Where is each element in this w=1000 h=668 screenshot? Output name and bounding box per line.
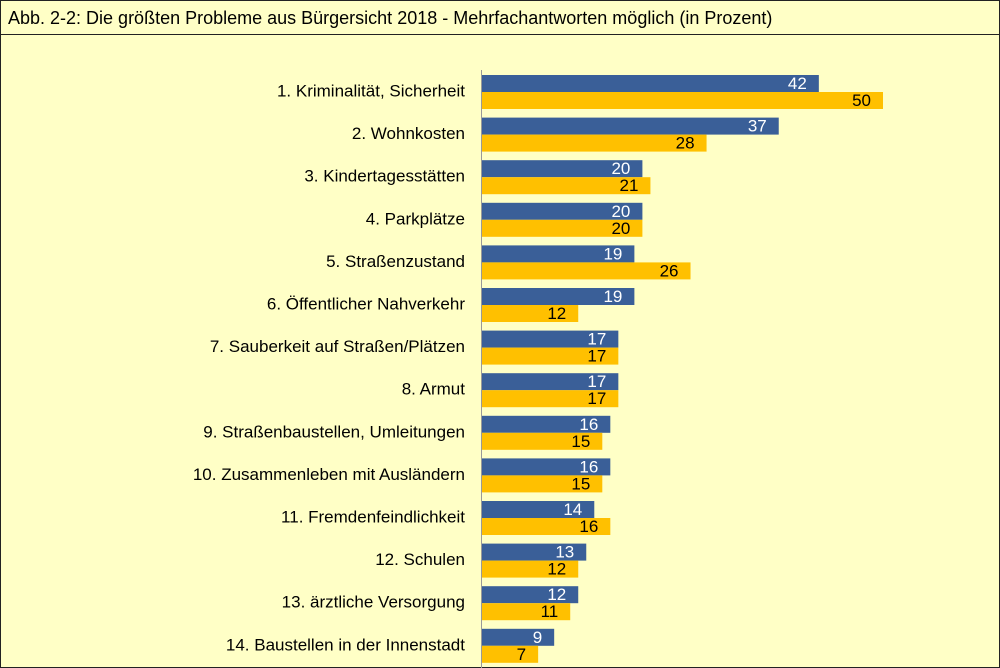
category-label: 6. Öffentlicher Nahverkehr <box>267 294 465 313</box>
bar <box>482 415 611 433</box>
value-label: 13 <box>555 543 574 562</box>
category-label: 10. Zusammenleben mit Ausländern <box>193 465 465 484</box>
value-label: 17 <box>587 389 606 408</box>
bar <box>482 92 883 109</box>
bar <box>482 347 619 365</box>
value-label: 15 <box>571 432 590 451</box>
value-label: 37 <box>748 117 767 136</box>
value-label: 50 <box>852 91 871 110</box>
bar <box>482 245 635 263</box>
bar <box>482 330 619 348</box>
value-label: 17 <box>587 372 606 391</box>
category-label: 5. Straßenzustand <box>326 252 465 271</box>
value-label: 16 <box>579 457 598 476</box>
bar <box>482 117 779 135</box>
category-label: 9. Straßenbaustellen, Umleitungen <box>203 422 465 441</box>
chart-title: Abb. 2-2: Die größten Probleme aus Bürge… <box>8 8 772 28</box>
value-label: 15 <box>571 474 590 493</box>
bar <box>482 628 555 646</box>
bar <box>482 560 579 578</box>
value-label: 9 <box>533 628 542 647</box>
value-label: 16 <box>579 415 598 434</box>
value-label: 19 <box>603 244 622 263</box>
category-label: 4. Parkplätze <box>366 209 465 228</box>
category-label: 8. Armut <box>402 380 466 399</box>
value-label: 11 <box>541 602 559 621</box>
value-label: 19 <box>603 287 622 306</box>
bar <box>482 219 643 237</box>
value-label: 20 <box>611 202 630 221</box>
bar <box>482 134 707 152</box>
value-label: 16 <box>579 517 598 536</box>
bar <box>482 518 611 535</box>
bar <box>482 177 651 195</box>
bar <box>482 305 579 322</box>
bar <box>482 458 611 476</box>
bar <box>482 501 595 518</box>
value-label: 7 <box>517 645 526 664</box>
category-label: 3. Kindertagesstätten <box>304 167 465 186</box>
value-label: 12 <box>547 560 566 579</box>
title-bar <box>0 0 1000 35</box>
bar <box>482 262 691 280</box>
bar <box>482 202 643 220</box>
value-label: 42 <box>788 74 807 93</box>
bar <box>482 432 603 450</box>
bar <box>482 586 579 604</box>
value-label: 26 <box>660 261 679 280</box>
bar <box>482 373 619 391</box>
bar <box>482 543 587 561</box>
bar <box>482 475 603 493</box>
bar <box>482 603 571 621</box>
bar <box>482 645 539 663</box>
bar <box>482 390 619 408</box>
value-label: 12 <box>547 304 566 323</box>
category-label: 2. Wohnkosten <box>352 124 465 143</box>
value-label: 17 <box>587 347 606 366</box>
category-label: 1. Kriminalität, Sicherheit <box>277 81 465 100</box>
category-label: 11. Fremdenfeindlichkeit <box>281 507 465 526</box>
value-label: 21 <box>619 176 638 195</box>
bar <box>482 288 635 305</box>
value-label: 20 <box>611 219 630 238</box>
value-label: 12 <box>547 585 566 604</box>
category-label: 13. ärztliche Versorgung <box>282 593 465 612</box>
category-label: 7. Sauberkeit auf Straßen/Plätzen <box>210 337 465 356</box>
value-label: 28 <box>676 134 695 153</box>
value-label: 20 <box>611 159 630 178</box>
value-label: 14 <box>563 500 582 519</box>
category-label: 14. Baustellen in der Innenstadt <box>226 635 465 654</box>
bar <box>482 75 819 92</box>
bar <box>482 160 643 178</box>
value-label: 17 <box>587 330 606 349</box>
category-label: 12. Schulen <box>375 550 465 569</box>
